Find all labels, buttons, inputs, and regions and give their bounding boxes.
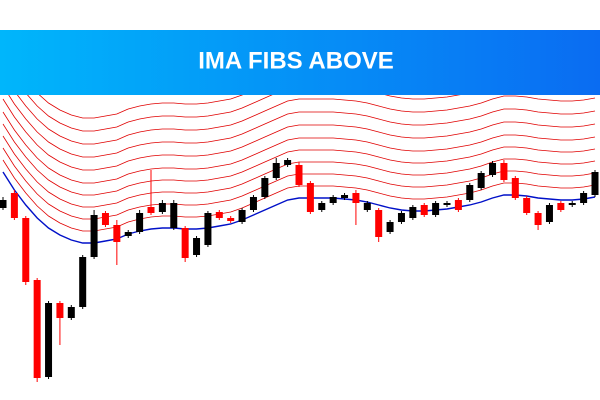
candle-body	[147, 207, 155, 213]
candle-body	[352, 193, 360, 203]
candle-body	[386, 222, 394, 232]
candle-body	[568, 203, 576, 205]
candle-body	[124, 232, 132, 236]
candle-body	[557, 203, 565, 210]
fib-line	[16, 95, 596, 145]
candle-body	[67, 307, 75, 318]
candle-body	[523, 198, 531, 213]
fib-line	[27, 95, 461, 132]
candle-body	[33, 280, 41, 378]
candle-body	[443, 203, 451, 205]
candle-body	[261, 178, 269, 197]
candle-body	[363, 203, 371, 210]
candle-body	[227, 218, 235, 221]
candle-body	[0, 200, 7, 208]
candle-body	[409, 207, 417, 218]
candle-body	[101, 213, 109, 225]
candle-body	[420, 205, 428, 215]
plot-area	[0, 95, 599, 382]
fib-line	[8, 95, 596, 158]
candle-body	[136, 213, 144, 232]
candle-body	[193, 238, 201, 255]
candle-body	[580, 193, 588, 203]
candle-body	[591, 172, 599, 195]
candle-body	[170, 203, 178, 228]
candle-body	[477, 173, 485, 188]
candle-body	[272, 163, 280, 178]
candle-body	[181, 228, 189, 258]
candle-body	[238, 210, 246, 222]
candle-body	[10, 193, 18, 218]
chart-title: IMA FIBS ABOVE	[198, 47, 394, 74]
candle-body	[489, 163, 497, 175]
candle-body	[22, 218, 30, 282]
candle-body	[215, 212, 223, 218]
title-banner	[0, 30, 600, 95]
candle-body	[295, 165, 303, 185]
fib-line	[38, 95, 244, 119]
fib-line	[2, 111, 596, 184]
candle-body	[511, 178, 519, 198]
candle-body	[204, 213, 212, 245]
candle-body	[375, 210, 383, 237]
candle-body	[306, 183, 314, 212]
candle-body	[341, 195, 349, 198]
candle-body	[534, 213, 542, 225]
candle-body	[329, 197, 337, 203]
candle-body	[79, 257, 87, 307]
fib-line	[2, 98, 596, 171]
candle-body	[500, 163, 508, 180]
candle-body	[432, 203, 440, 215]
candle-body	[545, 205, 553, 222]
moving-average	[2, 171, 596, 244]
candle-body	[45, 303, 53, 377]
candle-body	[249, 197, 257, 210]
candle-body	[466, 185, 474, 200]
candle-body	[318, 203, 326, 210]
candle-body	[284, 160, 292, 165]
candle-body	[56, 303, 64, 318]
candle-body	[158, 203, 166, 212]
fib-line	[2, 123, 596, 196]
candle-body	[113, 225, 121, 242]
candle-body	[454, 200, 462, 210]
candle-body	[90, 215, 98, 257]
candle-body	[397, 213, 405, 222]
